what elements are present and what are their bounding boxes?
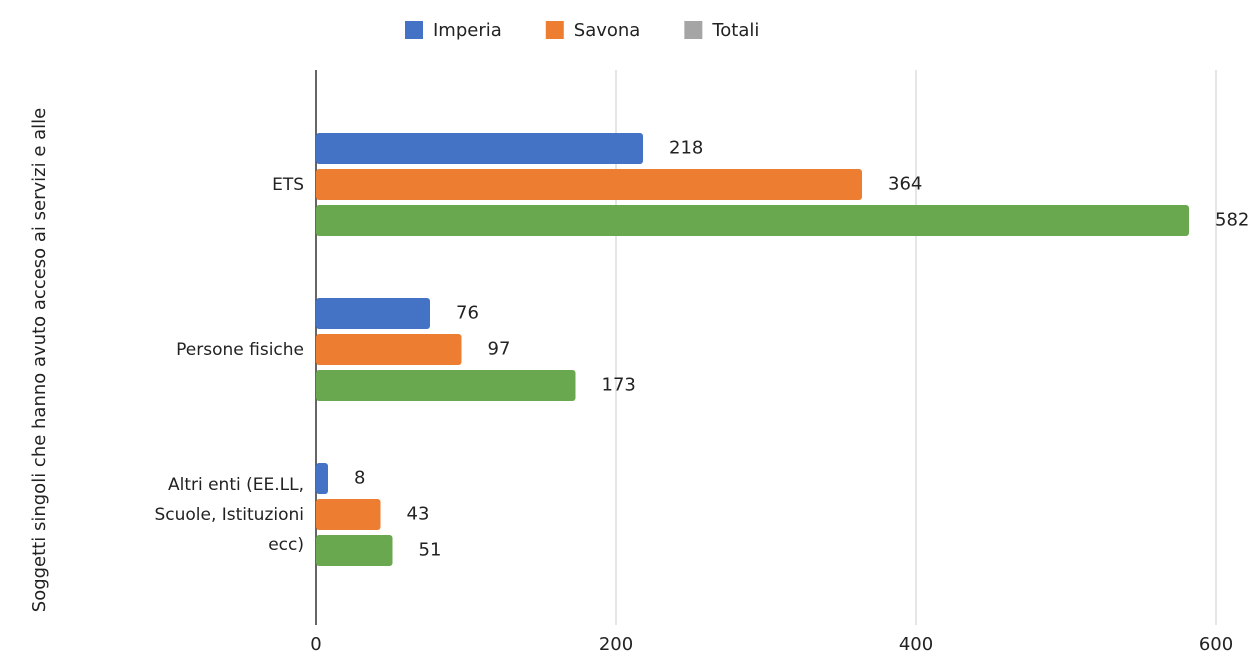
x-tick-label: 200 (599, 634, 633, 655)
bar (316, 463, 328, 494)
bar (316, 370, 576, 401)
data-label: 8 (354, 468, 365, 489)
x-tick-label: 0 (310, 634, 321, 655)
x-tick-label: 400 (899, 634, 933, 655)
y-tick-label: Altri enti (EE.LL, Scuole, Istituzioni e… (154, 474, 304, 555)
y-tick-label: ETS (272, 174, 304, 195)
x-tick-label: 600 (1199, 634, 1233, 655)
legend-swatch (545, 21, 564, 39)
bar (316, 298, 430, 329)
y-axis-label: Soggetti singoli che hanno avuto acceso … (29, 108, 50, 612)
legend-label: Imperia (433, 20, 502, 41)
bar (316, 535, 393, 566)
data-label: 76 (456, 303, 479, 324)
data-label: 173 (602, 375, 636, 396)
data-label: 364 (888, 174, 922, 195)
data-label: 43 (407, 504, 430, 525)
legend-label: Totali (711, 20, 759, 41)
data-label: 51 (419, 540, 442, 561)
legend-label: Savona (574, 20, 641, 41)
bar (316, 133, 643, 164)
y-tick-label: Persone fisiche (176, 339, 304, 360)
bar (316, 499, 381, 530)
legend-swatch (684, 21, 703, 39)
bar (316, 205, 1189, 236)
bar (316, 334, 462, 365)
data-label: 218 (669, 138, 703, 159)
data-label: 582 (1215, 210, 1249, 231)
data-label: 97 (488, 339, 511, 360)
bar (316, 169, 862, 200)
legend-swatch (405, 21, 423, 39)
